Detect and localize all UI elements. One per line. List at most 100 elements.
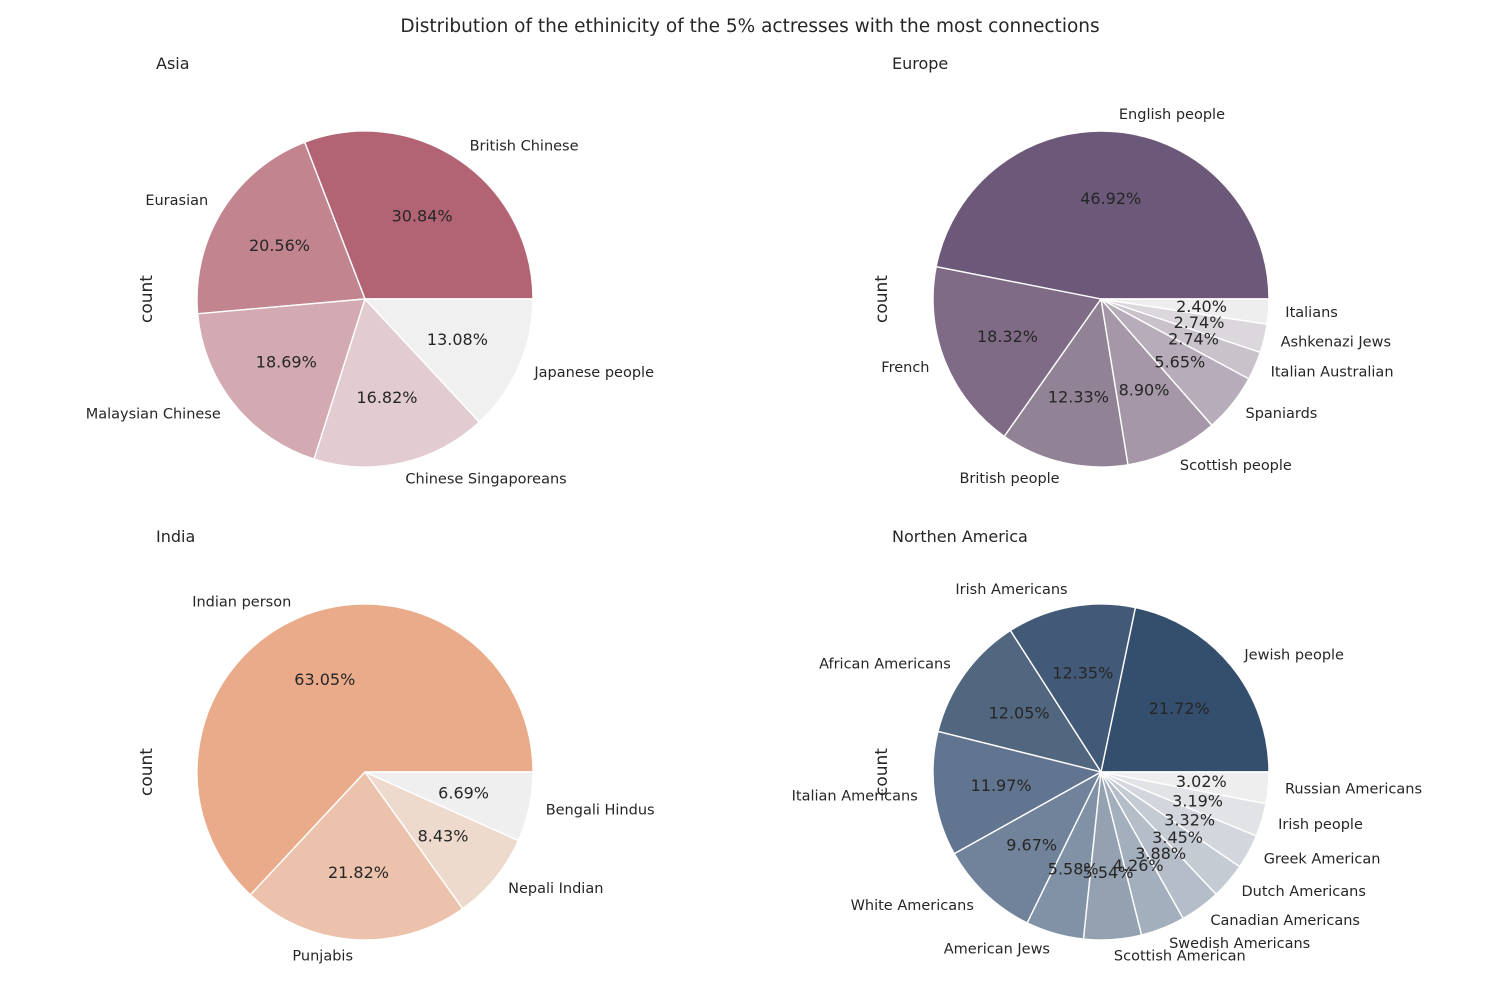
pie-slice-indian-person [196,603,534,896]
slice-label: Indian person [192,595,291,611]
slice-percent-label: 16.82% [356,388,417,407]
slice-percent-label: 18.69% [256,353,317,372]
slice-percent-label: 12.35% [1052,663,1113,682]
slice-percent-label: 12.33% [1048,388,1109,407]
slice-percent-label: 11.97% [971,776,1032,795]
slice-label: Jewish people [1243,648,1344,664]
slice-percent-label: 2.74% [1174,313,1225,332]
slice-label: American Jews [944,942,1050,958]
slice-label: Chinese Singaporeans [405,471,566,487]
slice-label: Italian Americans [792,788,918,804]
slice-percent-label: 3.88% [1135,844,1186,863]
slice-label: White Americans [851,898,974,914]
pie-chart-india: Indian person 63.05% Punjabis 21.82% Nepali … [137,527,655,964]
pie-slice-british-chinese [304,130,534,300]
pie-chart-europe: English people 46.92% French 18.32% British … [872,54,1394,487]
pie-slices [932,130,1270,468]
pie-slices [932,603,1270,941]
pie-slice-white-americans [953,771,1102,924]
pie-slice-african-americans [937,629,1102,773]
pie-slice-british-people [1003,298,1129,468]
slice-label: Scottish people [1180,458,1292,474]
pie-slice-scottish-people [1100,298,1213,466]
slice-percent-label: 9.67% [1006,836,1057,855]
y-axis-label: count [137,275,157,323]
slice-label: Malaysian Chinese [86,407,221,423]
slice-percent-label: 5.65% [1154,352,1205,371]
pie-slice-jewish-people [1100,606,1270,773]
y-axis-label: count [872,748,892,796]
slice-label: Greek American [1264,852,1381,868]
slice-label: French [881,360,929,376]
slice-percent-label: 6.69% [438,784,489,803]
figure-title: Distribution of the ethinicity of the 5%… [400,16,1100,37]
slice-percent-label: 46.92% [1080,189,1141,208]
slice-percent-label: 20.56% [249,236,310,255]
pie-slice-chinese-singaporeans [313,298,481,468]
pie-labels: Jewish people 21.72% Irish Americans 12.35%… [792,582,1422,964]
pie-slice-malaysian-chinese [196,298,366,460]
slice-label: Dutch Americans [1242,884,1366,900]
slice-label: Irish Americans [955,582,1067,598]
slice-percent-label: 8.90% [1119,381,1170,400]
slice-label: Punjabis [292,948,353,964]
subplot-title: Northen America [892,527,1028,546]
slice-percent-label: 12.05% [989,704,1050,723]
subplot-title: Asia [156,54,190,73]
pie-slice-eurasian [196,141,366,315]
slice-percent-label: 3.02% [1176,772,1227,791]
pie-labels: Indian person 63.05% Punjabis 21.82% Nepali … [192,595,654,965]
pie-slice-italians [1100,298,1270,325]
pie-labels: British Chinese 30.84% Eurasian 20.56% Malay… [86,139,654,488]
pie-slice-russian-americans [1100,771,1270,805]
pie-slice-italian-americans [932,730,1102,855]
slice-label: Canadian Americans [1210,913,1360,929]
pie-slice-nepali-indian [364,771,520,910]
slice-label: Ashkenazi Jews [1281,334,1391,350]
slice-label: Japanese people [533,365,654,381]
slice-label: Italians [1285,305,1338,321]
slice-percent-label: 21.82% [328,863,389,882]
slice-percent-label: 3.32% [1164,810,1215,829]
pie-chart-asia: British Chinese 30.84% Eurasian 20.56% Malay… [86,54,654,487]
slice-percent-label: 4.26% [1113,856,1164,875]
slice-percent-label: 3.19% [1172,791,1223,810]
slice-percent-label: 18.32% [977,327,1038,346]
y-axis-label: count [137,748,157,796]
pie-slice-french [932,265,1102,438]
pie-slice-japanese-people [364,298,534,423]
pie-labels: English people 46.92% French 18.32% British … [881,107,1393,487]
pie-slice-bengali-hindus [364,771,534,842]
slice-percent-label: 2.74% [1168,330,1219,349]
slice-percent-label: 63.05% [294,670,355,689]
slice-percent-label: 21.72% [1149,699,1210,718]
subplot-title: Europe [892,54,948,73]
slice-label: British Chinese [470,139,579,155]
subplot-title: India [156,527,195,546]
slice-label: Eurasian [145,193,208,209]
slice-percent-label: 5.58% [1048,859,1099,878]
slice-percent-label: 13.08% [427,330,488,349]
pie-slice-punjabis [249,771,464,941]
pie-slices [196,603,534,941]
slice-percent-label: 3.45% [1152,828,1203,847]
slice-percent-label: 30.84% [392,206,453,225]
slice-label: Russian Americans [1285,782,1422,798]
slice-percent-label: 8.43% [418,826,469,845]
slice-label: Swedish Americans [1169,936,1310,952]
slice-label: Italian Australian [1271,365,1394,381]
slice-percent-label: 5.54% [1083,863,1134,882]
pie-slice-irish-americans [1009,603,1137,773]
slice-label: Irish people [1278,817,1363,833]
slice-label: Spaniards [1246,406,1318,422]
pie-slice-english-people [935,130,1270,300]
slice-label: British people [959,471,1059,487]
slice-label: Nepali Indian [508,881,603,897]
slice-percent-label: 2.40% [1176,297,1227,316]
pie-slices [196,130,534,468]
pie-chart-northen-america: Jewish people 21.72% Irish Americans 12.35%… [792,527,1422,964]
slice-label: English people [1119,107,1225,123]
slice-label: African Americans [819,656,951,672]
